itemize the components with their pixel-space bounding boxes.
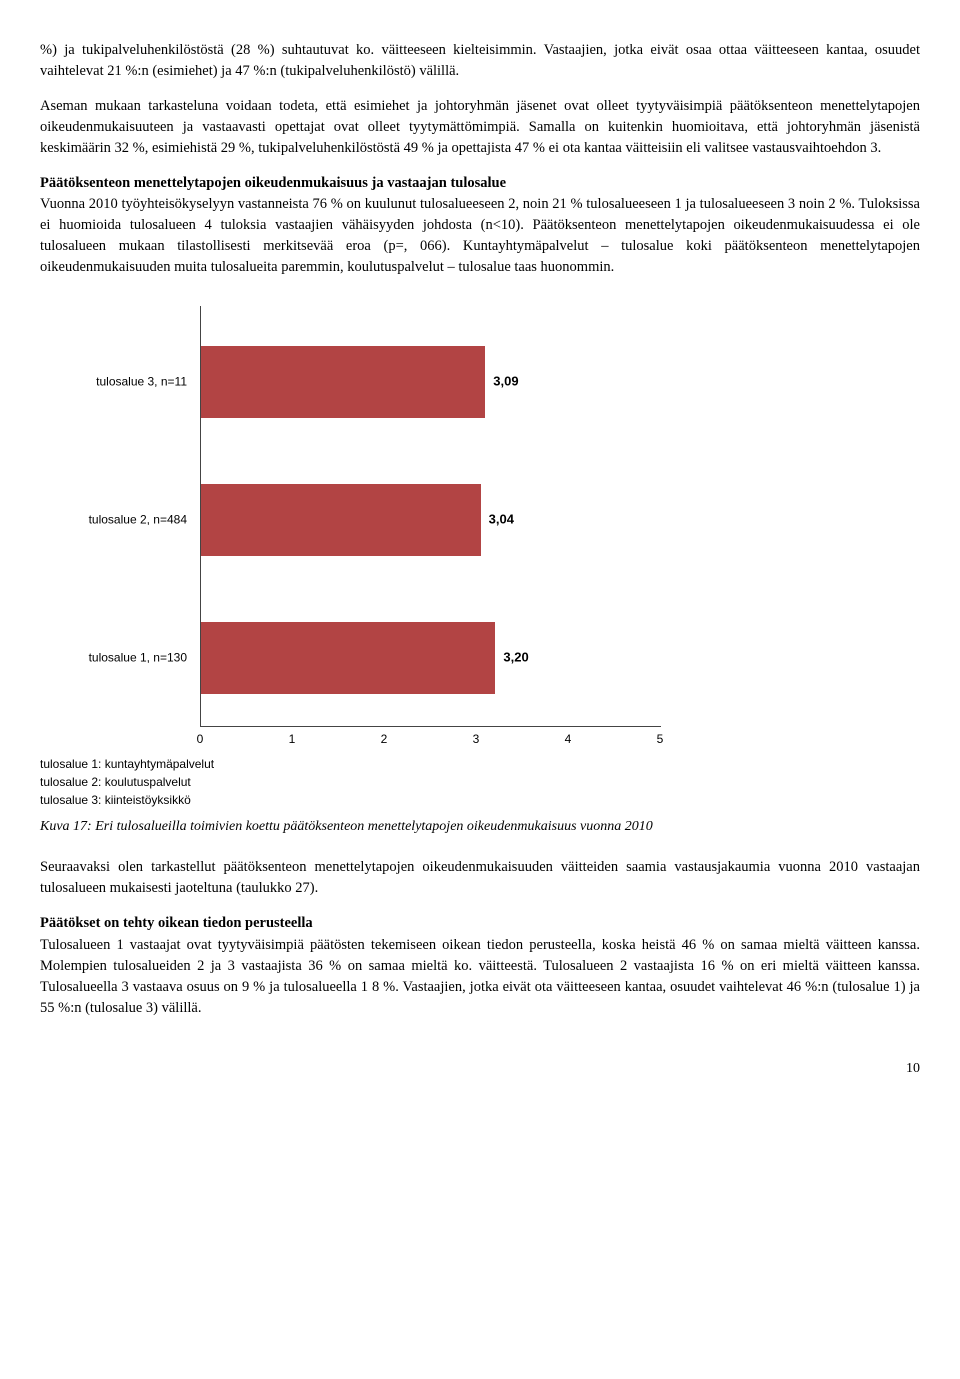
chart-caption: Kuva 17: Eri tulosalueilla toimivien koe… bbox=[40, 817, 920, 837]
chart-footnote-line: tulosalue 1: kuntayhtymäpalvelut bbox=[40, 755, 680, 773]
chart-x-tick: 0 bbox=[197, 731, 204, 748]
chart-footnote-line: tulosalue 3: kiinteistöyksikkö bbox=[40, 791, 680, 809]
chart-x-tick: 5 bbox=[657, 731, 664, 748]
chart-bar-label: tulosalue 2, n=484 bbox=[37, 511, 187, 528]
chart-bar-value: 3,04 bbox=[489, 511, 514, 530]
section-heading-1: Päätöksenteon menettelytapojen oikeudenm… bbox=[40, 173, 920, 194]
chart-bar-row: tulosalue 1, n=1303,20 bbox=[201, 622, 495, 694]
chart-bar: 3,20 bbox=[201, 622, 495, 694]
chart-bar-value: 3,20 bbox=[503, 649, 528, 668]
paragraph-5: Tulosalueen 1 vastaajat ovat tyytyväisim… bbox=[40, 935, 920, 1019]
chart-bar-value: 3,09 bbox=[493, 373, 518, 392]
bar-chart: tulosalue 3, n=113,09tulosalue 2, n=4843… bbox=[40, 306, 680, 809]
chart-bar-row: tulosalue 3, n=113,09 bbox=[201, 346, 485, 418]
chart-footnote: tulosalue 1: kuntayhtymäpalveluttulosalu… bbox=[40, 755, 680, 809]
paragraph-3: Vuonna 2010 työyhteisökyselyyn vastannei… bbox=[40, 194, 920, 278]
chart-x-tick: 1 bbox=[289, 731, 296, 748]
chart-bar: 3,04 bbox=[201, 484, 481, 556]
chart-bar-row: tulosalue 2, n=4843,04 bbox=[201, 484, 481, 556]
paragraph-2: Aseman mukaan tarkasteluna voidaan todet… bbox=[40, 96, 920, 159]
chart-footnote-line: tulosalue 2: koulutuspalvelut bbox=[40, 773, 680, 791]
chart-bar-label: tulosalue 1, n=130 bbox=[37, 649, 187, 666]
paragraph-4: Seuraavaksi olen tarkastellut päätöksent… bbox=[40, 857, 920, 899]
chart-x-axis: 012345 bbox=[200, 727, 660, 751]
paragraph-1: %) ja tukipalveluhenkilöstöstä (28 %) su… bbox=[40, 40, 920, 82]
chart-bar: 3,09 bbox=[201, 346, 485, 418]
chart-x-tick: 4 bbox=[565, 731, 572, 748]
section-heading-2: Päätökset on tehty oikean tiedon peruste… bbox=[40, 913, 920, 934]
chart-plot-area: tulosalue 3, n=113,09 tulosalue 2, n=4843… bbox=[200, 306, 661, 727]
chart-x-tick: 2 bbox=[381, 731, 388, 748]
chart-bar-label: tulosalue 3, n=11 bbox=[37, 373, 187, 390]
chart-x-tick: 3 bbox=[473, 731, 480, 748]
page-number: 10 bbox=[40, 1059, 920, 1079]
